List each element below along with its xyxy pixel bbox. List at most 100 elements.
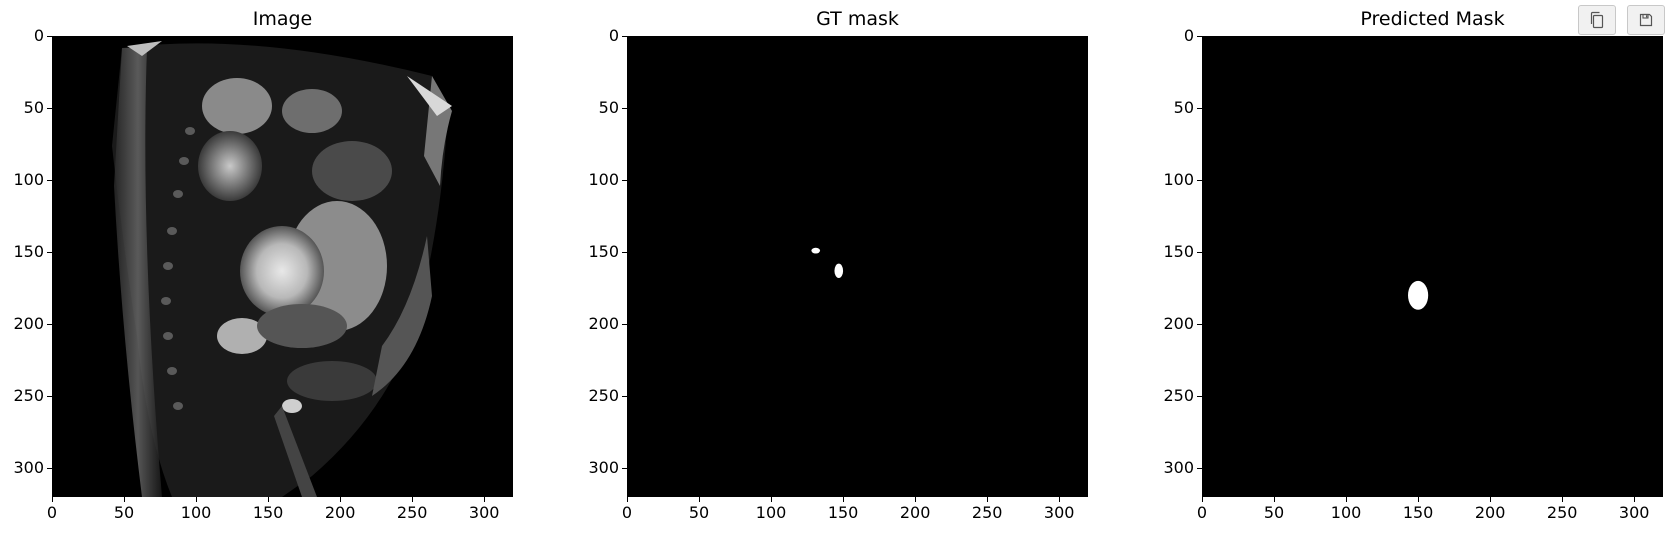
y-tick-label: 250: [588, 386, 619, 406]
x-tick-label: 250: [971, 503, 1003, 522]
panel-title: GT mask: [816, 8, 899, 30]
y-tick-label: 50: [23, 98, 44, 118]
y-tick-label: 0: [608, 26, 619, 45]
x-tick-mark: [124, 497, 126, 502]
x-tick-label: 100: [755, 503, 787, 522]
y-tick-label: 0: [33, 26, 44, 45]
x-tick-mark: [1418, 497, 1420, 502]
x-tick-label: 0: [621, 503, 633, 522]
y-tick-mark: [1197, 36, 1202, 37]
pred-mask-image: [1202, 36, 1663, 497]
x-tick-mark: [915, 497, 917, 502]
y-tick-mark: [622, 36, 627, 37]
x-tick-label: 50: [688, 503, 710, 522]
y-tick-label: 300: [1163, 458, 1194, 478]
y-tick-label: 50: [598, 98, 619, 118]
panel-title: Image: [252, 8, 313, 30]
x-tick-label: 50: [113, 503, 135, 522]
x-tick-label: 300: [468, 503, 500, 522]
x-tick-label: 0: [1196, 503, 1208, 522]
pred-mask-region: [1408, 280, 1429, 310]
y-tick-mark: [622, 396, 627, 398]
x-tick-label: 100: [180, 503, 212, 522]
x-tick-label: 200: [899, 503, 931, 522]
y-tick-label: 50: [1173, 98, 1194, 118]
x-tick-label: 250: [396, 503, 428, 522]
x-tick-label: 100: [1330, 503, 1362, 522]
y-tick-label: 0: [1183, 26, 1194, 45]
y-tick-mark: [1197, 252, 1202, 254]
y-tick-mark: [47, 324, 52, 326]
y-tick-mark: [622, 252, 627, 254]
x-tick-label: 150: [1402, 503, 1434, 522]
y-tick-label: 300: [13, 458, 44, 478]
y-tick-label: 200: [588, 314, 619, 334]
panel-gt-mask: GT mask 0 50 100 150 200 250 300 0 50 100 150 200 25…: [588, 0, 1088, 537]
y-tick-label: 300: [588, 458, 619, 478]
x-tick-mark: [340, 497, 342, 502]
x-tick-mark: [412, 497, 414, 502]
pred-plot-area: 0 50 100 150 200 250 300 0 50 100 150 200 250 300: [1163, 28, 1663, 521]
mri-image: [52, 36, 513, 497]
y-tick-label: 150: [13, 242, 44, 262]
y-tick-label: 250: [1163, 386, 1194, 406]
y-tick-mark: [1197, 396, 1202, 398]
x-tick-label: 300: [1043, 503, 1075, 522]
x-tick-label: 0: [46, 503, 58, 522]
mask-background: [1202, 36, 1663, 497]
copy-button[interactable]: [1578, 5, 1616, 35]
save-button[interactable]: [1627, 5, 1665, 35]
x-tick-label: 200: [324, 503, 356, 522]
y-tick-mark: [622, 108, 627, 110]
y-tick-label: 100: [1163, 170, 1194, 190]
y-tick-mark: [1197, 324, 1202, 326]
x-tick-label: 150: [827, 503, 859, 522]
x-tick-mark: [843, 497, 845, 502]
x-tick-mark: [484, 497, 486, 502]
panel-title: Predicted Mask: [1360, 8, 1505, 30]
x-tick-mark: [627, 497, 628, 502]
y-tick-label: 150: [588, 242, 619, 262]
x-tick-mark: [1202, 497, 1203, 502]
y-tick-label: 150: [1163, 242, 1194, 262]
copy-icon: [1590, 11, 1604, 29]
gt-plot-area: 0 50 100 150 200 250 300 0 50 100 150 200 250 300: [588, 28, 1088, 521]
x-tick-label: 300: [1618, 503, 1650, 522]
x-tick-mark: [987, 497, 989, 502]
gt-mask-region: [811, 247, 821, 254]
y-tick-mark: [47, 108, 52, 110]
mask-background: [627, 36, 1088, 497]
panel-image: Image: [13, 0, 513, 537]
x-tick-mark: [771, 497, 773, 502]
y-tick-mark: [47, 180, 52, 182]
y-tick-mark: [47, 396, 52, 398]
x-tick-mark: [1562, 497, 1564, 502]
y-tick-mark: [1197, 180, 1202, 182]
save-icon: [1639, 13, 1653, 27]
x-tick-label: 200: [1474, 503, 1506, 522]
y-tick-mark: [1197, 108, 1202, 110]
x-tick-mark: [1059, 497, 1061, 502]
y-tick-mark: [47, 468, 52, 470]
y-tick-mark: [1197, 468, 1202, 470]
x-tick-mark: [1274, 497, 1276, 502]
image-plot-area: 0 50 100 150 200 250 300 0 50 100 150 200 250 300: [13, 28, 513, 521]
x-tick-label: 150: [252, 503, 284, 522]
x-tick-mark: [1634, 497, 1636, 502]
gt-mask-region: [834, 263, 844, 279]
y-tick-mark: [622, 324, 627, 326]
x-tick-mark: [1490, 497, 1492, 502]
y-tick-label: 200: [1163, 314, 1194, 334]
y-tick-label: 200: [13, 314, 44, 334]
y-tick-label: 100: [588, 170, 619, 190]
x-tick-mark: [196, 497, 198, 502]
x-tick-mark: [52, 497, 53, 502]
x-tick-mark: [268, 497, 270, 502]
gt-mask-image: [627, 36, 1088, 497]
y-tick-mark: [622, 468, 627, 470]
y-tick-mark: [622, 180, 627, 182]
x-tick-label: 50: [1263, 503, 1285, 522]
y-tick-mark: [47, 36, 52, 37]
x-tick-mark: [699, 497, 701, 502]
y-tick-mark: [47, 252, 52, 254]
